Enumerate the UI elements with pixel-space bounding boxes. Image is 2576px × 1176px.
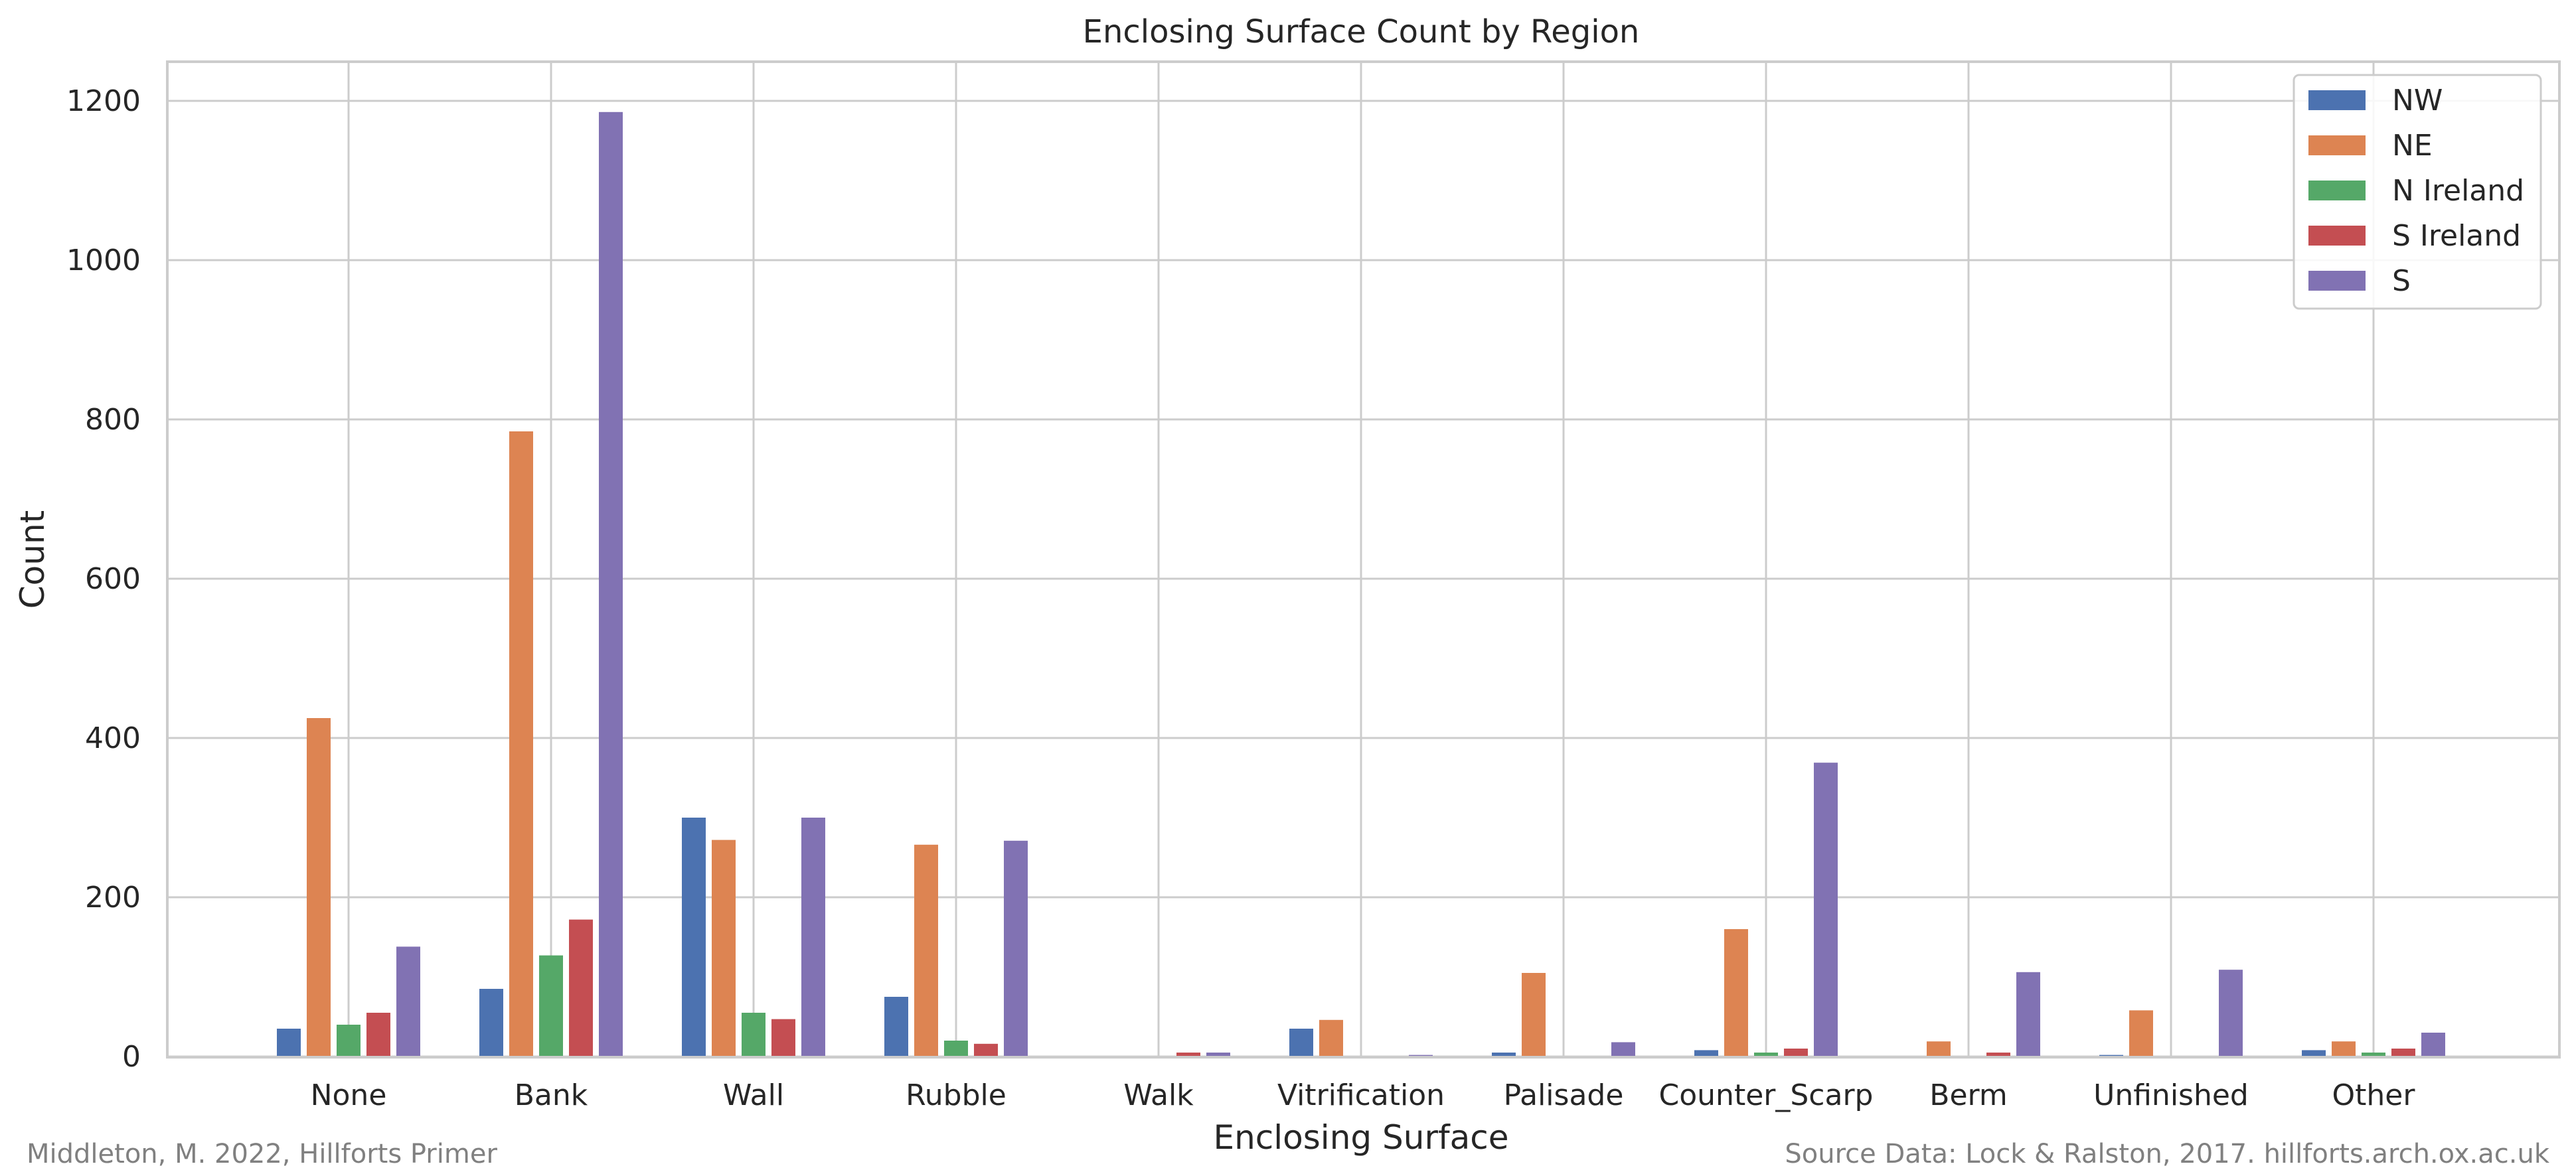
bar	[1206, 1053, 1230, 1057]
plot-frame	[166, 60, 2561, 1059]
y-tick-label: 0	[122, 1040, 141, 1074]
bar	[742, 1013, 765, 1057]
bar	[884, 997, 908, 1057]
chart-title: Enclosing Surface Count by Region	[1083, 13, 1640, 50]
bar	[509, 431, 533, 1057]
x-tick-label: Walk	[1123, 1078, 1194, 1112]
bar	[1754, 1053, 1778, 1057]
bar	[2391, 1049, 2415, 1057]
bar	[1289, 1029, 1313, 1057]
x-tick-label: Unfinished	[2093, 1078, 2249, 1112]
bar	[539, 955, 563, 1057]
y-tick-label: 800	[85, 403, 141, 437]
x-tick-label: Palisade	[1504, 1078, 1624, 1112]
bar	[2332, 1041, 2356, 1057]
x-tick-label: Other	[2332, 1078, 2416, 1112]
y-axis-ticks: 0 200 400 600 800 1000 1200	[66, 84, 141, 1074]
legend-swatch	[2308, 226, 2366, 246]
footer-credit: Middleton, M. 2022, Hillforts Primer	[27, 1139, 497, 1169]
bar	[2421, 1033, 2445, 1057]
y-tick-label: 1200	[66, 84, 141, 118]
legend-swatch	[2308, 135, 2366, 155]
bar	[479, 989, 503, 1057]
bar	[1004, 840, 1028, 1057]
bar	[1694, 1050, 1718, 1057]
bar	[944, 1041, 968, 1057]
bar	[2362, 1053, 2385, 1057]
bar	[307, 718, 331, 1057]
bar	[771, 1019, 795, 1057]
grid-lines	[167, 62, 2559, 1058]
y-tick-label: 400	[85, 721, 141, 755]
bar	[337, 1025, 361, 1057]
legend: NW NE N Ireland S Ireland S	[2293, 74, 2542, 310]
x-tick-label: Vitrification	[1277, 1078, 1445, 1112]
bar	[1522, 973, 1546, 1057]
legend-label: S	[2392, 264, 2411, 298]
bar	[1724, 929, 1748, 1057]
x-tick-label: Wall	[723, 1078, 784, 1112]
bar	[914, 844, 938, 1057]
bar	[277, 1029, 301, 1057]
bar	[801, 818, 825, 1057]
bar	[2219, 970, 2243, 1057]
bar	[682, 818, 706, 1057]
x-axis-ticks: None Bank Wall Rubble Walk Vitrification Palis…	[311, 1078, 2416, 1112]
legend-swatch	[2308, 90, 2366, 110]
bar	[1319, 1019, 1343, 1057]
bar	[1492, 1053, 1516, 1057]
legend-label: N Ireland	[2392, 174, 2524, 208]
bar	[2129, 1010, 2153, 1057]
bar	[1409, 1055, 1433, 1057]
bar	[366, 1013, 390, 1057]
x-tick-label: None	[311, 1078, 387, 1112]
x-tick-label: Counter_Scarp	[1659, 1078, 1874, 1112]
footer-source: Source Data: Lock & Ralston, 2017. hillf…	[1785, 1139, 2549, 1169]
bar	[2302, 1050, 2326, 1057]
bar	[1927, 1041, 1951, 1057]
legend-label: NE	[2392, 129, 2433, 163]
bar	[1611, 1042, 1635, 1057]
bar	[2099, 1055, 2123, 1057]
legend-swatch	[2308, 271, 2366, 291]
bar	[712, 840, 736, 1057]
x-tick-label: Berm	[1929, 1078, 2007, 1112]
y-tick-label: 1000	[66, 244, 141, 277]
y-axis-label: Count	[13, 510, 52, 609]
bar	[1176, 1053, 1200, 1057]
legend-label: NW	[2392, 84, 2443, 117]
bar	[569, 919, 593, 1057]
bar	[1814, 763, 1838, 1057]
y-tick-label: 600	[85, 562, 141, 596]
bar	[396, 946, 420, 1057]
x-tick-label: Rubble	[906, 1078, 1006, 1112]
bar	[974, 1043, 998, 1057]
x-axis-label: Enclosing Surface	[1214, 1118, 1509, 1157]
bars	[277, 111, 2445, 1057]
legend-label: S Ireland	[2392, 219, 2521, 253]
y-tick-label: 200	[85, 881, 141, 915]
bar	[1784, 1049, 1808, 1057]
bar	[599, 111, 623, 1057]
legend-box	[2293, 74, 2542, 310]
bar	[2016, 972, 2040, 1057]
legend-swatch	[2308, 181, 2366, 200]
x-tick-label: Bank	[515, 1078, 588, 1112]
bar	[1986, 1053, 2010, 1057]
